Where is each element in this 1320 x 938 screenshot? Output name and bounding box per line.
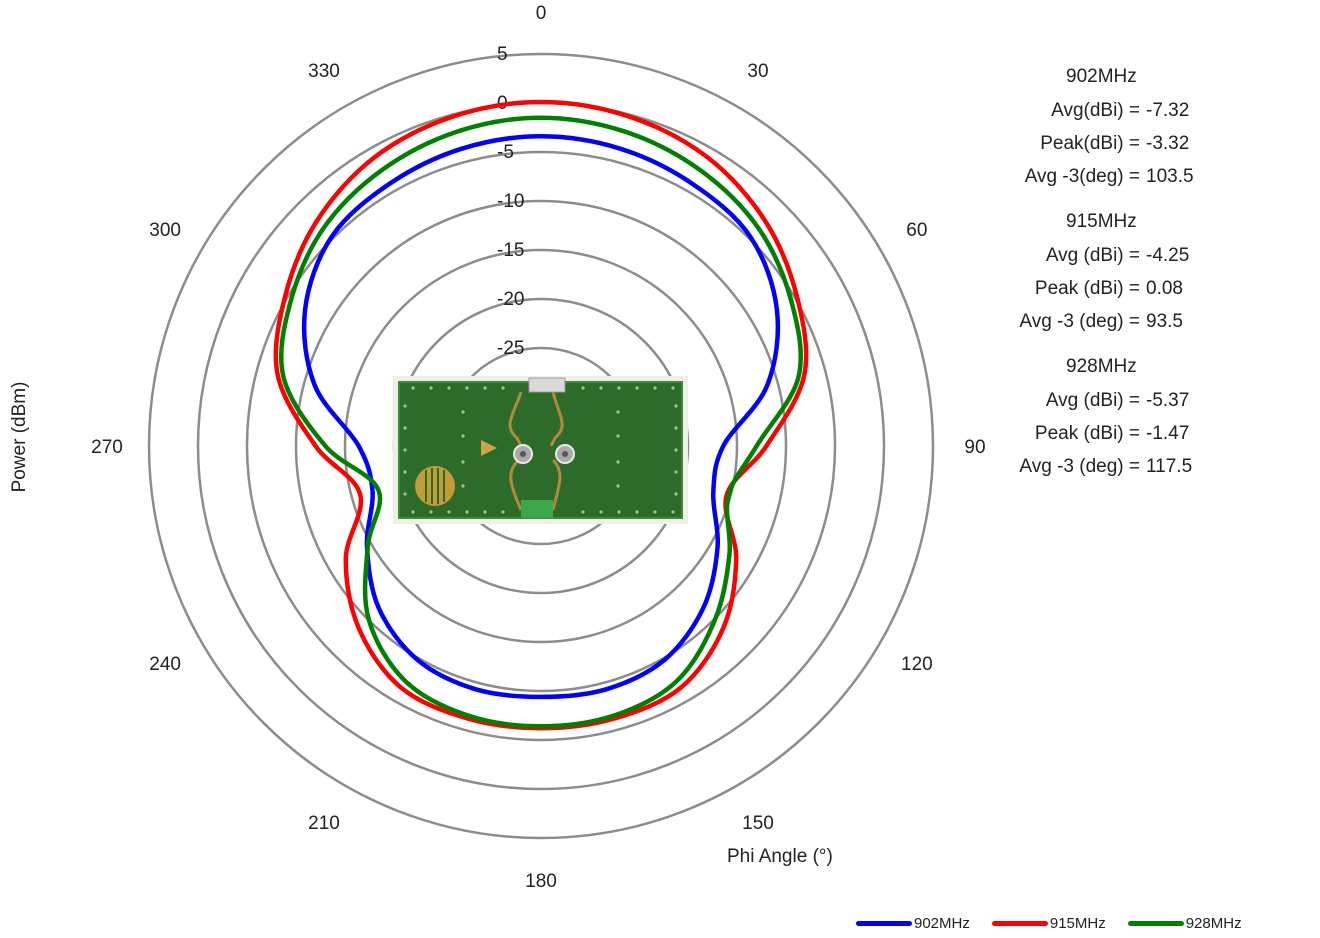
stat-value: -5.37 [1146, 390, 1190, 411]
angle-tick-label: 150 [742, 813, 774, 834]
y-axis-label: Power (dBm) [9, 381, 30, 493]
stat-row-avg3: Avg -3 (deg) = 117.5 [990, 450, 1290, 483]
radial-tick-label: -15 [497, 240, 524, 261]
stats-panel: 902MHz Avg(dBi) = -7.32 Peak(dBi) = -3.32 … [990, 60, 1290, 495]
stat-label: Avg -3(deg) = [1024, 166, 1140, 187]
legend: 902MHz 915MHz 928MHz [856, 915, 1242, 932]
series-line-928MHz [279, 115, 803, 729]
stat-row-peak: Peak (dBi) = 0.08 [990, 272, 1290, 305]
legend-item-915: 915MHz [991, 915, 1106, 932]
angle-tick-label: 330 [308, 61, 340, 82]
stat-label: Peak(dBi) = [1040, 133, 1140, 154]
legend-label: 915MHz [1049, 915, 1106, 932]
legend-item-902: 902MHz [856, 915, 970, 932]
stat-label: Avg -3 (deg) = [1019, 311, 1140, 332]
x-axis-label: Phi Angle (°) [727, 846, 833, 867]
stat-label: Avg -3 (deg) = [1019, 456, 1140, 477]
stat-label: Peak (dBi) = [1034, 278, 1140, 299]
stats-title: 902MHz [1066, 66, 1137, 87]
radial-tick-label: -5 [497, 142, 514, 163]
stat-label: Avg (dBi) = [1045, 245, 1140, 266]
stat-value: -4.25 [1146, 245, 1190, 266]
stats-915: 915MHz Avg (dBi) = -4.25 Peak (dBi) = 0.08… [990, 205, 1290, 338]
angle-tick-label: 210 [308, 813, 340, 834]
radial-tick-labels: 50-5-10-15-20-25 [497, 44, 524, 359]
stats-928: 928MHz Avg (dBi) = -5.37 Peak (dBi) = -1.4… [990, 350, 1290, 483]
legend-item-928: 928MHz [1127, 915, 1242, 932]
stat-value: -1.47 [1146, 423, 1190, 444]
angle-tick-label: 300 [149, 220, 181, 241]
grid-ring [294, 199, 788, 693]
radial-tick-label: -10 [497, 191, 524, 212]
angle-tick-label: 90 [964, 437, 985, 458]
angle-tick-label: 30 [747, 61, 768, 82]
series-line-902MHz [301, 134, 781, 700]
stat-value: 0.08 [1146, 278, 1183, 299]
stat-row-avg3: Avg -3 (deg) = 93.5 [990, 305, 1290, 338]
stat-row-avg3: Avg -3(deg) = 103.5 [990, 160, 1290, 193]
stat-row-avg: Avg (dBi) = -5.37 [990, 384, 1290, 417]
stat-value: 93.5 [1146, 311, 1183, 332]
stat-row-avg: Avg(dBi) = -7.32 [990, 94, 1290, 127]
stats-902: 902MHz Avg(dBi) = -7.32 Peak(dBi) = -3.32 … [990, 60, 1290, 193]
radial-tick-label: -25 [497, 338, 524, 359]
grid-ring [147, 52, 935, 840]
stat-value: -7.32 [1146, 100, 1190, 121]
legend-label: 928MHz [1185, 915, 1242, 932]
legend-label: 902MHz [914, 915, 970, 932]
stat-row-peak: Peak(dBi) = -3.32 [990, 127, 1290, 160]
angle-tick-label: 240 [149, 654, 181, 675]
stat-row-avg: Avg (dBi) = -4.25 [990, 239, 1290, 272]
stat-label: Avg(dBi) = [1051, 100, 1140, 121]
series-lines [273, 99, 809, 731]
angle-tick-label: 60 [906, 220, 927, 241]
stat-value: -3.32 [1146, 133, 1190, 154]
stat-label: Peak (dBi) = [1034, 423, 1140, 444]
grid-ring [245, 150, 837, 742]
angle-tick-labels: 0 30 60 90 120 150 180 210 240 270 300 330 [91, 3, 985, 892]
angle-tick-label: 180 [525, 871, 557, 892]
stat-value: 117.5 [1146, 456, 1193, 477]
radial-tick-label: -20 [497, 289, 524, 310]
legend-swatch [1127, 921, 1184, 926]
legend-swatch [991, 921, 1048, 926]
angle-tick-label: 270 [91, 437, 123, 458]
angle-tick-label: 120 [901, 654, 933, 675]
stat-value: 103.5 [1146, 166, 1194, 187]
stats-title: 915MHz [1066, 211, 1137, 232]
angle-tick-label: 0 [536, 3, 547, 24]
stats-title: 928MHz [1066, 356, 1137, 377]
pcb-photo [393, 376, 688, 524]
legend-swatch [856, 921, 912, 926]
radial-tick-label: 5 [497, 44, 508, 65]
stat-row-peak: Peak (dBi) = -1.47 [990, 417, 1290, 450]
grid-ring [343, 248, 739, 644]
stat-label: Avg (dBi) = [1045, 390, 1140, 411]
